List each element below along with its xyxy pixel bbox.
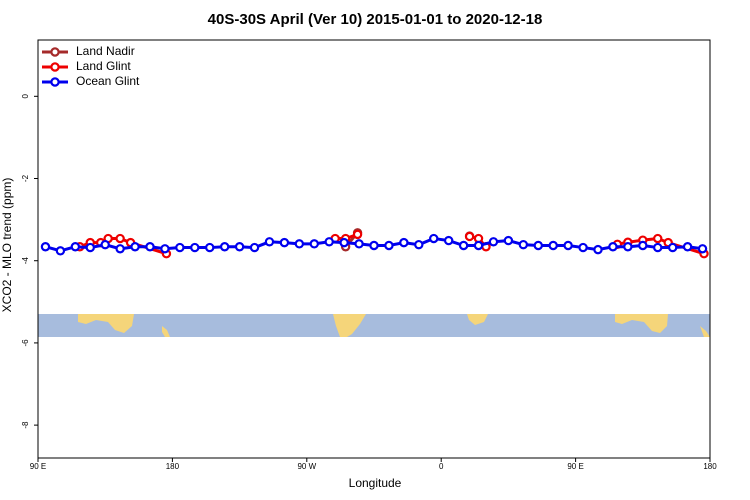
point <box>638 240 648 251</box>
point <box>503 235 514 246</box>
point <box>219 242 230 252</box>
x-tick-label: 90 W <box>297 462 316 471</box>
point <box>354 239 364 249</box>
point <box>399 237 409 248</box>
x-tick-label: 180 <box>166 462 180 471</box>
point <box>100 239 110 250</box>
point <box>279 237 290 248</box>
point <box>548 240 558 251</box>
x-tick-label: 0 <box>439 462 444 471</box>
map-strip <box>38 314 710 337</box>
point <box>458 240 469 251</box>
point <box>175 242 185 253</box>
x-tick-label: 180 <box>703 462 717 471</box>
point <box>533 240 543 251</box>
point <box>473 240 484 251</box>
point <box>384 240 394 251</box>
point <box>443 235 454 246</box>
point <box>352 229 363 240</box>
point <box>294 239 305 249</box>
point <box>249 242 260 253</box>
point <box>205 242 215 253</box>
legend-marker <box>50 77 60 87</box>
x-tick-label: 90 E <box>567 462 583 471</box>
point <box>339 237 349 248</box>
point <box>190 242 200 253</box>
plot-frame <box>37 39 711 459</box>
point <box>55 246 66 256</box>
point <box>488 237 499 247</box>
point <box>653 242 663 253</box>
point <box>85 242 95 253</box>
point <box>578 242 588 253</box>
y-tick-label: -6 <box>21 339 30 347</box>
y-axis-label: XCO2 - MLO trend (ppm) <box>0 178 14 313</box>
point <box>234 242 245 252</box>
x-tick-label: 90 E <box>30 462 46 471</box>
point <box>160 244 170 254</box>
point <box>369 240 379 251</box>
point <box>682 242 693 252</box>
point <box>653 233 663 244</box>
point <box>70 242 81 252</box>
point <box>697 244 708 254</box>
point <box>608 242 618 252</box>
point <box>130 242 140 252</box>
point <box>667 242 678 253</box>
legend-label: Land Glint <box>76 59 131 73</box>
y-tick-label: 0 <box>21 94 30 99</box>
point <box>115 244 125 254</box>
point <box>429 233 439 244</box>
point <box>623 242 633 252</box>
y-tick-label: -8 <box>21 421 30 429</box>
point <box>563 240 573 251</box>
point <box>309 239 319 249</box>
legend-label: Ocean Glint <box>76 74 140 88</box>
y-tick-label: -2 <box>21 174 30 182</box>
legend-label: Land Nadir <box>76 44 135 58</box>
point <box>264 237 275 247</box>
point <box>115 233 125 244</box>
point <box>145 242 155 252</box>
point <box>464 231 475 242</box>
point <box>414 239 424 250</box>
chart-title: 40S-30S April (Ver 10) 2015-01-01 to 202… <box>208 11 543 28</box>
point <box>324 237 334 247</box>
y-tick-label: -4 <box>21 257 30 265</box>
legend-marker <box>50 47 60 57</box>
point <box>593 244 603 255</box>
legend-marker <box>50 62 60 72</box>
plot-area <box>40 229 709 259</box>
x-axis-label: Longitude <box>349 476 402 490</box>
point <box>40 242 51 252</box>
point <box>518 239 529 250</box>
